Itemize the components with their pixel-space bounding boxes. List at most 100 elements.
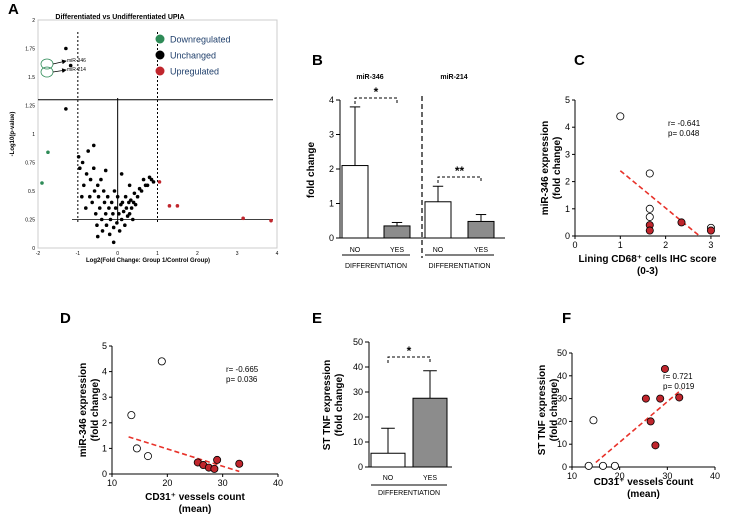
- trendline: [128, 436, 240, 473]
- data-point: [68, 63, 73, 68]
- data-point: [119, 172, 124, 176]
- y-tick-label: 5: [102, 341, 107, 351]
- significance-bracket: [437, 176, 482, 183]
- y-tick-label: 2: [32, 18, 35, 24]
- y-axis-label-line: ST TNF expression: [537, 365, 548, 456]
- x-tick-label: 30: [662, 471, 672, 481]
- data-point: [100, 229, 105, 233]
- panel-letter-e: E: [312, 310, 322, 327]
- y-tick-label: 20: [353, 412, 363, 422]
- x-tick-label: 3: [236, 251, 239, 257]
- x-tick-label: 0: [116, 251, 119, 257]
- data-point: [584, 461, 593, 470]
- category-label: NO: [383, 475, 394, 482]
- y-tick-label: 0.75: [25, 161, 35, 167]
- data-point: [151, 180, 156, 184]
- y-axis-label-line: miR-346 expression: [78, 363, 89, 458]
- data-point: [91, 143, 96, 148]
- data-point: [132, 191, 137, 196]
- data-point: [87, 194, 92, 199]
- x-tick-label: -1: [76, 251, 81, 257]
- data-point: [133, 202, 138, 207]
- annotation-arrow: [52, 59, 67, 65]
- data-point: [88, 177, 93, 182]
- panel-letter-text: B: [312, 52, 323, 69]
- data-point: [127, 183, 132, 188]
- y-axis-label: miR-346 expression(fold change): [78, 363, 101, 458]
- y-axis-label-line: -Log10(p-value): [10, 112, 16, 157]
- y-tick-label: 1.5: [28, 75, 35, 81]
- annotation-label: miR-214: [67, 67, 86, 73]
- y-tick-label: 40: [557, 371, 567, 381]
- significance-bracket: [387, 356, 431, 363]
- significance-label: **: [455, 164, 465, 178]
- data-point: [109, 200, 114, 205]
- data-point: [95, 234, 100, 239]
- panel-letter-d: D: [60, 310, 71, 327]
- y-tick-label: 4: [329, 95, 334, 105]
- x-axis-label: CD31⁺ vessels count (mean): [145, 492, 245, 515]
- data-point: [117, 212, 121, 216]
- y-axis-label-line: (fold change): [334, 374, 345, 437]
- data-point: [610, 461, 619, 470]
- x-tick-label: 1: [618, 240, 623, 250]
- panel-d-scatter: 0 1 2 3 4 5 10 20 30 40 miR-346 expression(fold ch…: [78, 341, 283, 515]
- data-point: [589, 416, 598, 425]
- chart-title: Differentiated vs Undifferentiated UPIA: [55, 14, 184, 21]
- data-point: [97, 206, 102, 210]
- x-tick-label: 4: [276, 251, 279, 257]
- data-point: [143, 452, 152, 461]
- y-axis-label-line: (fold change): [549, 379, 560, 442]
- y-tick-label: 3: [102, 392, 107, 402]
- annotation-label: miR-346: [67, 58, 86, 64]
- y-axis-label: fold change: [306, 142, 317, 199]
- y-tick-label: 0: [562, 462, 567, 472]
- y-tick-label: 1.75: [25, 47, 35, 53]
- x-axis-label-line: (mean): [627, 489, 660, 500]
- bar: [424, 201, 452, 239]
- y-tick-label: 0.25: [25, 218, 35, 224]
- significance-bracket: [354, 97, 398, 104]
- group-label: DIFFERENTIATION: [345, 263, 407, 270]
- data-point: [82, 183, 86, 188]
- stat-r: r= 0.721: [663, 372, 693, 381]
- data-point: [127, 411, 136, 420]
- x-axis-label-line: (mean): [179, 504, 212, 515]
- data-point: [269, 218, 273, 223]
- annotation-arrow: [52, 68, 67, 73]
- data-point: [80, 194, 84, 199]
- data-point: [107, 206, 111, 210]
- data-point: [115, 221, 119, 225]
- y-axis-label: miR-346 expression(fold change): [540, 121, 563, 216]
- data-point: [235, 459, 244, 468]
- data-point: [86, 149, 90, 153]
- data-point: [105, 194, 110, 199]
- stat-r: r= -0.665: [226, 365, 259, 374]
- data-point: [651, 441, 660, 450]
- data-point: [706, 226, 715, 235]
- bar: [383, 225, 411, 239]
- data-point: [139, 189, 144, 193]
- data-point: [92, 189, 97, 193]
- legend-marker: [155, 66, 165, 76]
- data-point: [131, 217, 135, 222]
- data-point: [107, 232, 112, 237]
- data-point: [656, 394, 665, 403]
- x-axis-label-line: CD31⁺ vessels count: [145, 492, 245, 503]
- x-axis-label: Log2(Fold Change: Group 1/Control Group): [86, 258, 210, 264]
- data-point: [115, 194, 120, 199]
- y-tick-label: 2: [329, 164, 334, 174]
- x-axis-label-line: (0-3): [637, 266, 658, 277]
- x-tick-label: 0: [572, 240, 577, 250]
- data-point: [123, 223, 127, 227]
- stat-r: r= -0.641: [668, 119, 701, 128]
- panel-letter-f: F: [562, 310, 571, 327]
- data-point: [95, 223, 99, 227]
- y-tick-label: 2: [102, 418, 107, 428]
- y-tick-label: 10: [353, 437, 363, 447]
- x-tick-label: 40: [273, 478, 283, 488]
- data-point: [103, 168, 108, 173]
- data-point: [645, 212, 654, 221]
- data-point: [99, 177, 103, 182]
